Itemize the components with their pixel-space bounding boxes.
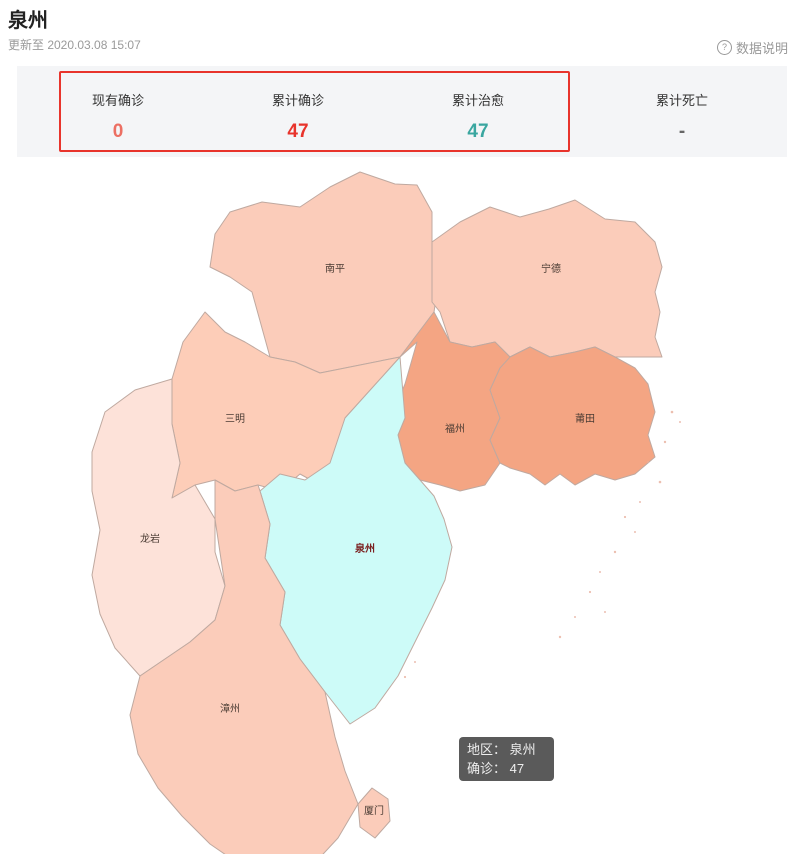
svg-text:三明: 三明 <box>225 413 245 425</box>
svg-text:龙岩: 龙岩 <box>140 532 160 545</box>
svg-text:漳州: 漳州 <box>220 702 240 715</box>
svg-text:南平: 南平 <box>325 262 345 275</box>
svg-text:福州: 福州 <box>445 422 465 435</box>
svg-text:宁德: 宁德 <box>541 262 561 275</box>
svg-text:泉州: 泉州 <box>354 542 375 555</box>
svg-text:莆田: 莆田 <box>575 412 595 425</box>
svg-text:厦门: 厦门 <box>364 804 384 817</box>
